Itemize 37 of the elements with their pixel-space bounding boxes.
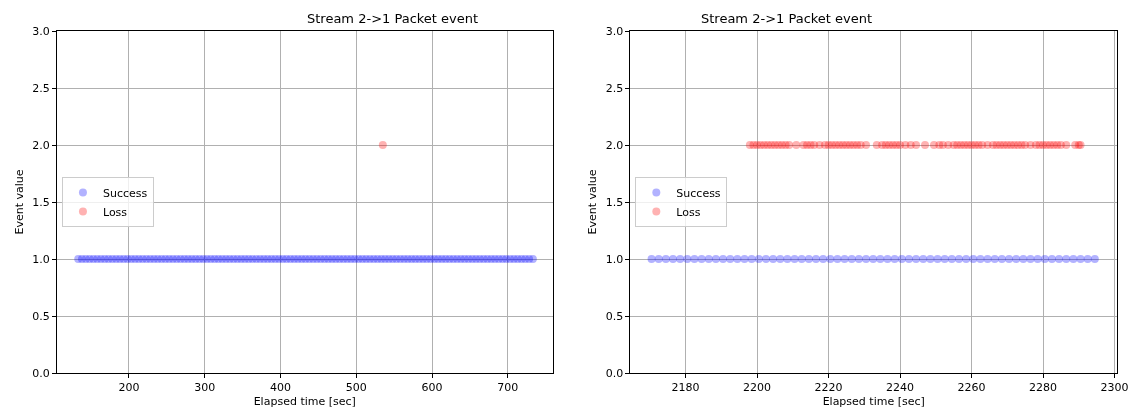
legend-label: Loss: [676, 205, 701, 219]
chart-title: Stream 2->1 Packet event: [701, 11, 873, 26]
y-tick-label: 0.5: [605, 309, 624, 323]
y-axis-title: Event value: [12, 169, 26, 235]
x-tick-label: 500: [345, 381, 367, 395]
legend-label: Success: [676, 186, 721, 200]
x-tick-label: 2240: [886, 381, 915, 395]
x-tick-label: 2280: [1029, 381, 1057, 395]
y-axis-title: Event value: [586, 169, 600, 235]
chart-title: Stream 2->1 Packet event: [307, 11, 479, 26]
legend-label: Loss: [102, 205, 128, 219]
y-tick-label: 2.5: [32, 81, 50, 95]
x-tick-label: 700: [497, 381, 519, 395]
x-tick-label: 2260: [957, 381, 986, 395]
x-tick-label: 600: [421, 381, 443, 395]
y-tick-label: 1.5: [605, 195, 624, 209]
y-tick-label: 0.0: [605, 366, 624, 380]
legend-label: Success: [102, 186, 148, 200]
y-tick-label: 2.0: [32, 138, 50, 152]
y-tick-label: 3.0: [32, 24, 50, 38]
x-tick-label: 2220: [814, 381, 843, 395]
y-tick-label: 2.5: [605, 81, 624, 95]
x-tick-label: 2300: [1100, 381, 1129, 395]
x-tick-label: 200: [118, 381, 140, 395]
x-axis-title: Elapsed time [sec]: [822, 395, 925, 409]
x-tick-label: 400: [270, 381, 292, 395]
y-tick-label: 1.5: [32, 195, 50, 209]
y-tick-label: 2.0: [605, 138, 624, 152]
y-tick-label: 1.0: [32, 252, 50, 266]
x-tick-label: 2200: [743, 381, 772, 395]
x-tick-label: 2180: [671, 381, 700, 395]
x-tick-label: 300: [194, 381, 216, 395]
y-tick-label: 1.0: [605, 252, 624, 266]
y-tick-label: 0.0: [32, 366, 50, 380]
x-axis-title: Elapsed time [sec]: [253, 395, 356, 409]
y-tick-label: 0.5: [32, 309, 50, 323]
y-tick-label: 3.0: [605, 24, 624, 38]
